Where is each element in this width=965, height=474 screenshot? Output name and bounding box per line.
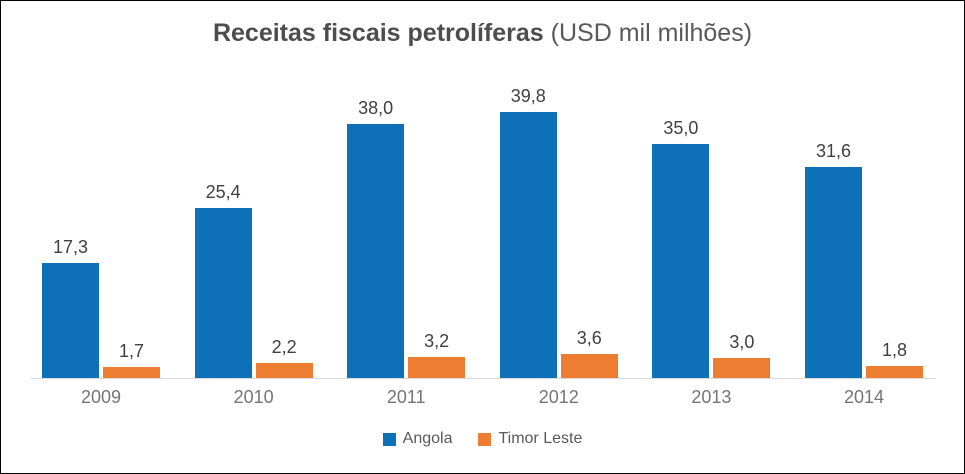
bar-value-timor-leste-2009: 1,7	[118, 340, 145, 361]
bar-value-angola-2009: 17,3	[52, 236, 89, 257]
bar-col-timor-leste-2009: 1,7	[103, 111, 160, 378]
bar-timor-leste-2011: 3,2	[408, 331, 466, 378]
chart-title-main: Receitas fiscais petrolíferas	[212, 19, 544, 47]
legend-swatch-timor-leste	[478, 432, 492, 446]
bar-value-timor-leste-2014: 1,8	[881, 340, 907, 360]
x-axis-line	[31, 378, 936, 379]
bar-col-angola-2014: 31,6	[804, 111, 862, 378]
bar-angola-2010: 25,4	[194, 182, 252, 378]
bar-angola-2012: 39,8	[499, 86, 557, 378]
x-label-2012: 2012	[538, 387, 579, 407]
x-label-2009: 2009	[80, 387, 122, 407]
bar-col-angola-2011: 38,0	[347, 98, 405, 378]
bar-timor-leste-2013: 3,0	[713, 332, 771, 378]
chart-title: Receitas fiscais petrolíferas (USD mil m…	[1, 17, 964, 49]
x-label-2010: 2010	[233, 387, 274, 407]
bar-value-timor-leste-2010: 2,2	[271, 337, 297, 358]
legend-label-timor-leste: Timor Leste	[498, 430, 583, 447]
bar-col-angola-2012: 39,8	[499, 86, 557, 378]
bar-value-timor-leste-2012: 3,6	[576, 327, 602, 348]
bar-group-2014: 31,6 1,8	[804, 111, 923, 378]
bar-value-angola-2010: 25,4	[205, 182, 241, 203]
plot-area: 17,3 1,7 25,4 2,2 38,0 3,2 39,8 3,6 35,0 3,0 31,6 1…	[42, 86, 923, 378]
bar-timor-leste-2010: 2,2	[255, 337, 313, 378]
bar-group-2009: 17,3 1,7	[42, 111, 160, 378]
bar-value-timor-leste-2013: 3,0	[729, 331, 755, 352]
bar-timor-leste-2009: 1,7	[103, 341, 160, 378]
legend-item-timor-leste: Timor Leste	[478, 430, 582, 448]
legend: Angola Timor Leste	[1, 430, 964, 448]
legend-item-angola: Angola	[382, 430, 453, 448]
bar-col-timor-leste-2011: 3,2	[408, 111, 466, 378]
bar-col-timor-leste-2010: 2,2	[255, 111, 313, 378]
bar-angola-2009: 17,3	[42, 237, 99, 378]
bar-group-2012: 39,8 3,6	[499, 86, 618, 378]
x-label-2014: 2014	[843, 387, 884, 407]
bar-timor-leste-2012: 3,6	[560, 328, 618, 378]
x-axis-labels: 2009 2010 2011 2012 2013 2014	[42, 387, 923, 408]
legend-swatch-angola	[382, 432, 396, 446]
bar-group-2010: 25,4 2,2	[194, 111, 313, 378]
bar-angola-2014: 31,6	[804, 141, 862, 378]
bar-col-angola-2013: 35,0	[652, 111, 710, 378]
x-label-2013: 2013	[691, 387, 732, 407]
bar-angola-2011: 38,0	[347, 98, 405, 378]
bar-col-timor-leste-2013: 3,0	[713, 111, 771, 378]
bar-group-2011: 38,0 3,2	[347, 98, 466, 378]
bar-timor-leste-2014: 1,8	[865, 340, 923, 378]
legend-label-angola: Angola	[402, 430, 453, 447]
chart-title-units: (USD mil milhões)	[543, 19, 753, 47]
bar-value-angola-2012: 39,8	[510, 86, 546, 107]
bar-col-angola-2009: 17,3	[42, 111, 99, 378]
x-label-2011: 2011	[386, 387, 426, 407]
bar-value-angola-2014: 31,6	[815, 141, 851, 162]
bar-col-timor-leste-2012: 3,6	[560, 111, 618, 378]
bar-group-2013: 35,0 3,0	[652, 111, 771, 378]
bar-col-angola-2010: 25,4	[194, 111, 252, 378]
bar-value-timor-leste-2011: 3,2	[424, 330, 450, 351]
bar-value-angola-2013: 35,0	[663, 118, 699, 139]
bar-col-timor-leste-2014: 1,8	[865, 111, 923, 378]
bar-angola-2013: 35,0	[652, 118, 710, 378]
bar-value-angola-2011: 38,0	[358, 98, 394, 119]
